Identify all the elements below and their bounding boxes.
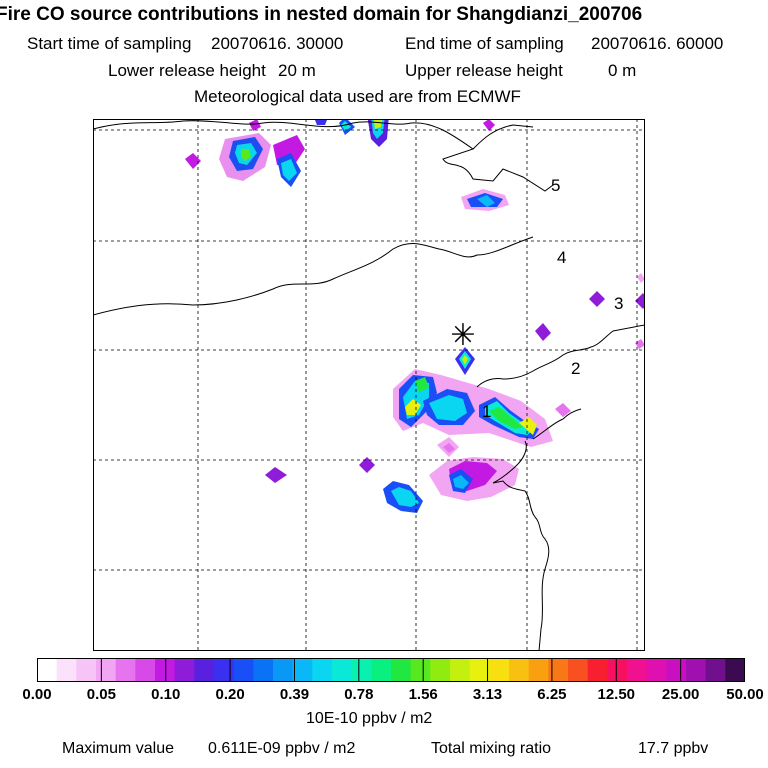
colorbar-cell bbox=[391, 658, 412, 682]
colorbar-cell bbox=[450, 658, 471, 682]
colorbar-tick-label: 0.10 bbox=[151, 686, 181, 703]
total-mixing-value: 17.7 ppbv bbox=[638, 740, 709, 757]
colorbar-cell bbox=[312, 658, 333, 682]
colorbar-cell bbox=[233, 658, 254, 682]
colorbar-tick-label: 0.05 bbox=[86, 686, 116, 703]
colorbar-cell bbox=[666, 658, 687, 682]
coastlines bbox=[93, 120, 645, 651]
colorbar-cell bbox=[469, 658, 490, 682]
lower-release-value: 20 m bbox=[278, 61, 316, 80]
plume-central-cluster bbox=[393, 369, 571, 457]
colorbar-tick-label: 0.20 bbox=[215, 686, 245, 703]
start-time-value: 20070616. 30000 bbox=[211, 34, 344, 53]
colorbar-cell bbox=[351, 658, 372, 682]
coastline-north bbox=[93, 120, 554, 192]
colorbar-cell bbox=[548, 658, 569, 682]
colorbar-tick-label: 3.13 bbox=[472, 686, 503, 703]
colorbar-cell bbox=[371, 658, 392, 682]
colorbar-cell bbox=[155, 658, 176, 682]
upper-release-label: Upper release height bbox=[405, 61, 563, 80]
coastline-northeast bbox=[472, 124, 534, 150]
colorbar-tick-label: 0.78 bbox=[344, 686, 374, 703]
end-time-value: 20070616. 60000 bbox=[591, 34, 724, 53]
colorbar-cell bbox=[646, 658, 667, 682]
map-frame bbox=[93, 119, 645, 651]
colorbar-cell bbox=[410, 658, 431, 682]
colorbar-cell bbox=[76, 658, 97, 682]
colorbar-frame bbox=[37, 658, 745, 682]
colorbar-cell bbox=[568, 658, 589, 682]
colorbar-cell bbox=[725, 658, 745, 682]
colorbar-cell bbox=[115, 658, 136, 682]
day-label-2: 2 bbox=[571, 359, 580, 378]
colorbar-units: 10E-10 ppbv / m2 bbox=[306, 710, 433, 727]
colorbar-cell bbox=[194, 658, 215, 682]
colorbar-tick-label: 12.50 bbox=[597, 686, 636, 703]
max-value: 0.611E-09 ppbv / m2 bbox=[208, 740, 356, 757]
colorbar-cell bbox=[489, 658, 510, 682]
colorbar-cell bbox=[607, 658, 628, 682]
colorbar bbox=[37, 658, 745, 682]
coastline-bohai-north bbox=[476, 324, 645, 388]
colorbar-cell bbox=[253, 658, 274, 682]
day-label-1: 1 bbox=[482, 402, 491, 421]
max-value-label: Maximum value bbox=[62, 740, 175, 757]
plume-north-coast bbox=[314, 119, 509, 211]
plume-east-dots bbox=[535, 273, 645, 349]
land-border-west bbox=[93, 236, 534, 316]
map-background bbox=[93, 119, 645, 651]
colorbar-cell bbox=[174, 658, 195, 682]
colorbar-tick-label: 0.00 bbox=[22, 686, 52, 703]
colorbar-cell bbox=[705, 658, 726, 682]
plume-northwest-cluster bbox=[185, 119, 305, 187]
day-label-5: 5 bbox=[551, 176, 560, 195]
colorbar-cell bbox=[528, 658, 549, 682]
receptor-marker-icon: ✳ bbox=[450, 318, 475, 353]
colorbar-cell bbox=[56, 658, 77, 682]
plume-south-cluster bbox=[265, 457, 519, 513]
day-label-4: 4 bbox=[557, 248, 566, 267]
colorbar-cell bbox=[430, 658, 451, 682]
plume-receptor-near bbox=[455, 347, 475, 375]
colorbar-tick-label: 6.25 bbox=[537, 686, 567, 703]
colorbar-cell bbox=[96, 658, 117, 682]
colorbar-cell bbox=[214, 658, 235, 682]
colorbar-cells bbox=[37, 658, 745, 682]
end-time-label: End time of sampling bbox=[405, 34, 564, 53]
total-mixing-label: Total mixing ratio bbox=[431, 740, 552, 757]
colorbar-tick-label: 1.56 bbox=[408, 686, 438, 703]
coastline-east bbox=[492, 408, 582, 651]
colorbar-cell bbox=[509, 658, 530, 682]
colorbar-dividers bbox=[100, 658, 682, 682]
upper-release-value: 0 m bbox=[608, 61, 637, 80]
day-label-3: 3 bbox=[614, 294, 623, 313]
met-data-note: Meteorological data used are from ECMWF bbox=[194, 87, 521, 106]
colorbar-cell bbox=[37, 658, 58, 682]
colorbar-cell bbox=[273, 658, 294, 682]
map-panel: ✳ 1 2 3 4 5 bbox=[93, 119, 645, 651]
start-time-label: Start time of sampling bbox=[27, 34, 192, 53]
colorbar-cell bbox=[332, 658, 353, 682]
colorbar-cell bbox=[686, 658, 707, 682]
colorbar-cell bbox=[292, 658, 313, 682]
grid-lines bbox=[93, 119, 645, 651]
colorbar-tick-label: 25.00 bbox=[661, 686, 700, 703]
colorbar-cell bbox=[135, 658, 156, 682]
colorbar-cell bbox=[627, 658, 648, 682]
lower-release-label: Lower release height bbox=[108, 61, 266, 80]
plot-title: Fire CO source contributions in nested d… bbox=[0, 4, 643, 25]
day-labels: 1 2 3 4 5 bbox=[482, 176, 623, 421]
colorbar-cell bbox=[587, 658, 608, 682]
colorbar-tick-label: 0.39 bbox=[279, 686, 310, 703]
colorbar-tick-label: 50.00 bbox=[726, 686, 764, 703]
